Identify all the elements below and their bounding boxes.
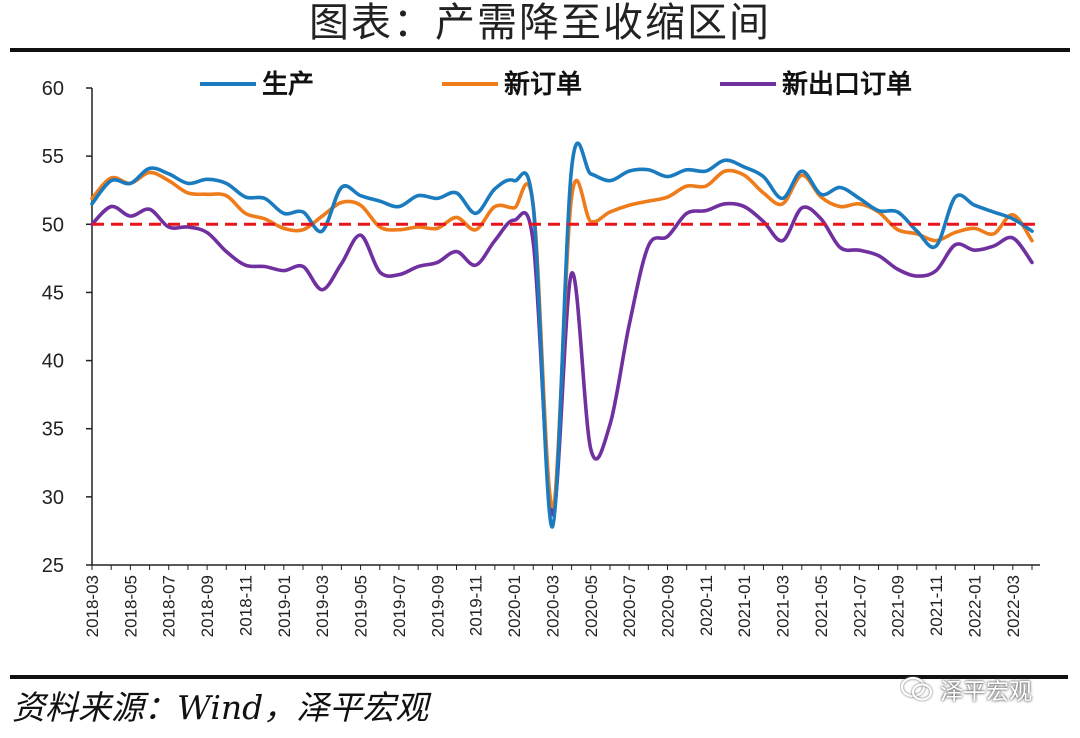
y-tick-label: 35 [42,419,64,441]
legend-label-1: 新订单 [504,69,582,100]
top-rule [10,48,1070,52]
x-tick-label: 2021-07 [850,575,869,637]
source-note: 资料来源：Wind，泽平宏观 [12,688,429,727]
x-tick-label: 2019-01 [275,575,294,637]
x-tick-label: 2020-05 [582,575,601,637]
y-tick-label: 25 [42,555,64,577]
x-tick-label: 2019-09 [428,575,447,637]
x-tick-label: 2020-03 [543,575,562,637]
x-tick-label: 2019-11 [467,575,486,636]
x-tick-label: 2020-09 [659,575,678,637]
x-tick-label: 2019-07 [390,575,409,637]
x-tick-label: 2020-07 [620,575,639,637]
y-axis: 25 30 35 40 45 50 55 60 [42,78,93,577]
watermark-text: 泽平宏观 [940,679,1032,705]
x-tick-label: 2018-09 [198,575,217,637]
x-tick-label: 2018-05 [121,575,140,637]
y-tick-label: 45 [42,282,64,304]
x-tick-label: 2021-09 [889,575,908,637]
series-line-0 [90,141,1034,529]
x-axis: 2018-03 2018-05 2018-07 2018-09 2018-11 2019-… [83,564,1040,637]
chart-title: 图表：产需降至收缩区间 [309,0,771,46]
x-tick-label: 2021-11 [927,575,946,636]
x-tick-label: 2018-07 [160,575,179,637]
watermark: 泽平宏观 [900,672,1032,706]
x-tick-label: 2018-03 [83,575,102,637]
y-tick-label: 60 [42,78,64,100]
y-tick-label: 50 [42,214,64,236]
legend-label-2: 新出口订单 [782,69,912,100]
x-tick-label: 2022-01 [965,575,984,637]
x-tick-label: 2020-01 [505,575,524,637]
legend-label-0: 生产 [262,70,314,100]
y-tick-label: 40 [42,351,64,373]
wechat-logo-icon [900,676,933,701]
x-tick-label: 2019-05 [352,575,371,637]
x-tick-label: 2021-01 [735,575,754,637]
y-tick-label: 30 [42,487,64,509]
y-tick-label: 55 [42,146,64,168]
x-tick-label: 2021-05 [812,575,831,637]
x-tick-label: 2018-11 [236,575,255,636]
x-tick-label: 2020-11 [697,575,716,636]
x-tick-label: 2019-03 [313,575,332,637]
series-layer [90,141,1034,529]
legend: 生产 新订单 新出口订单 [200,69,912,100]
x-tick-label: 2022-03 [1004,575,1023,637]
x-tick-label: 2021-03 [774,575,793,637]
